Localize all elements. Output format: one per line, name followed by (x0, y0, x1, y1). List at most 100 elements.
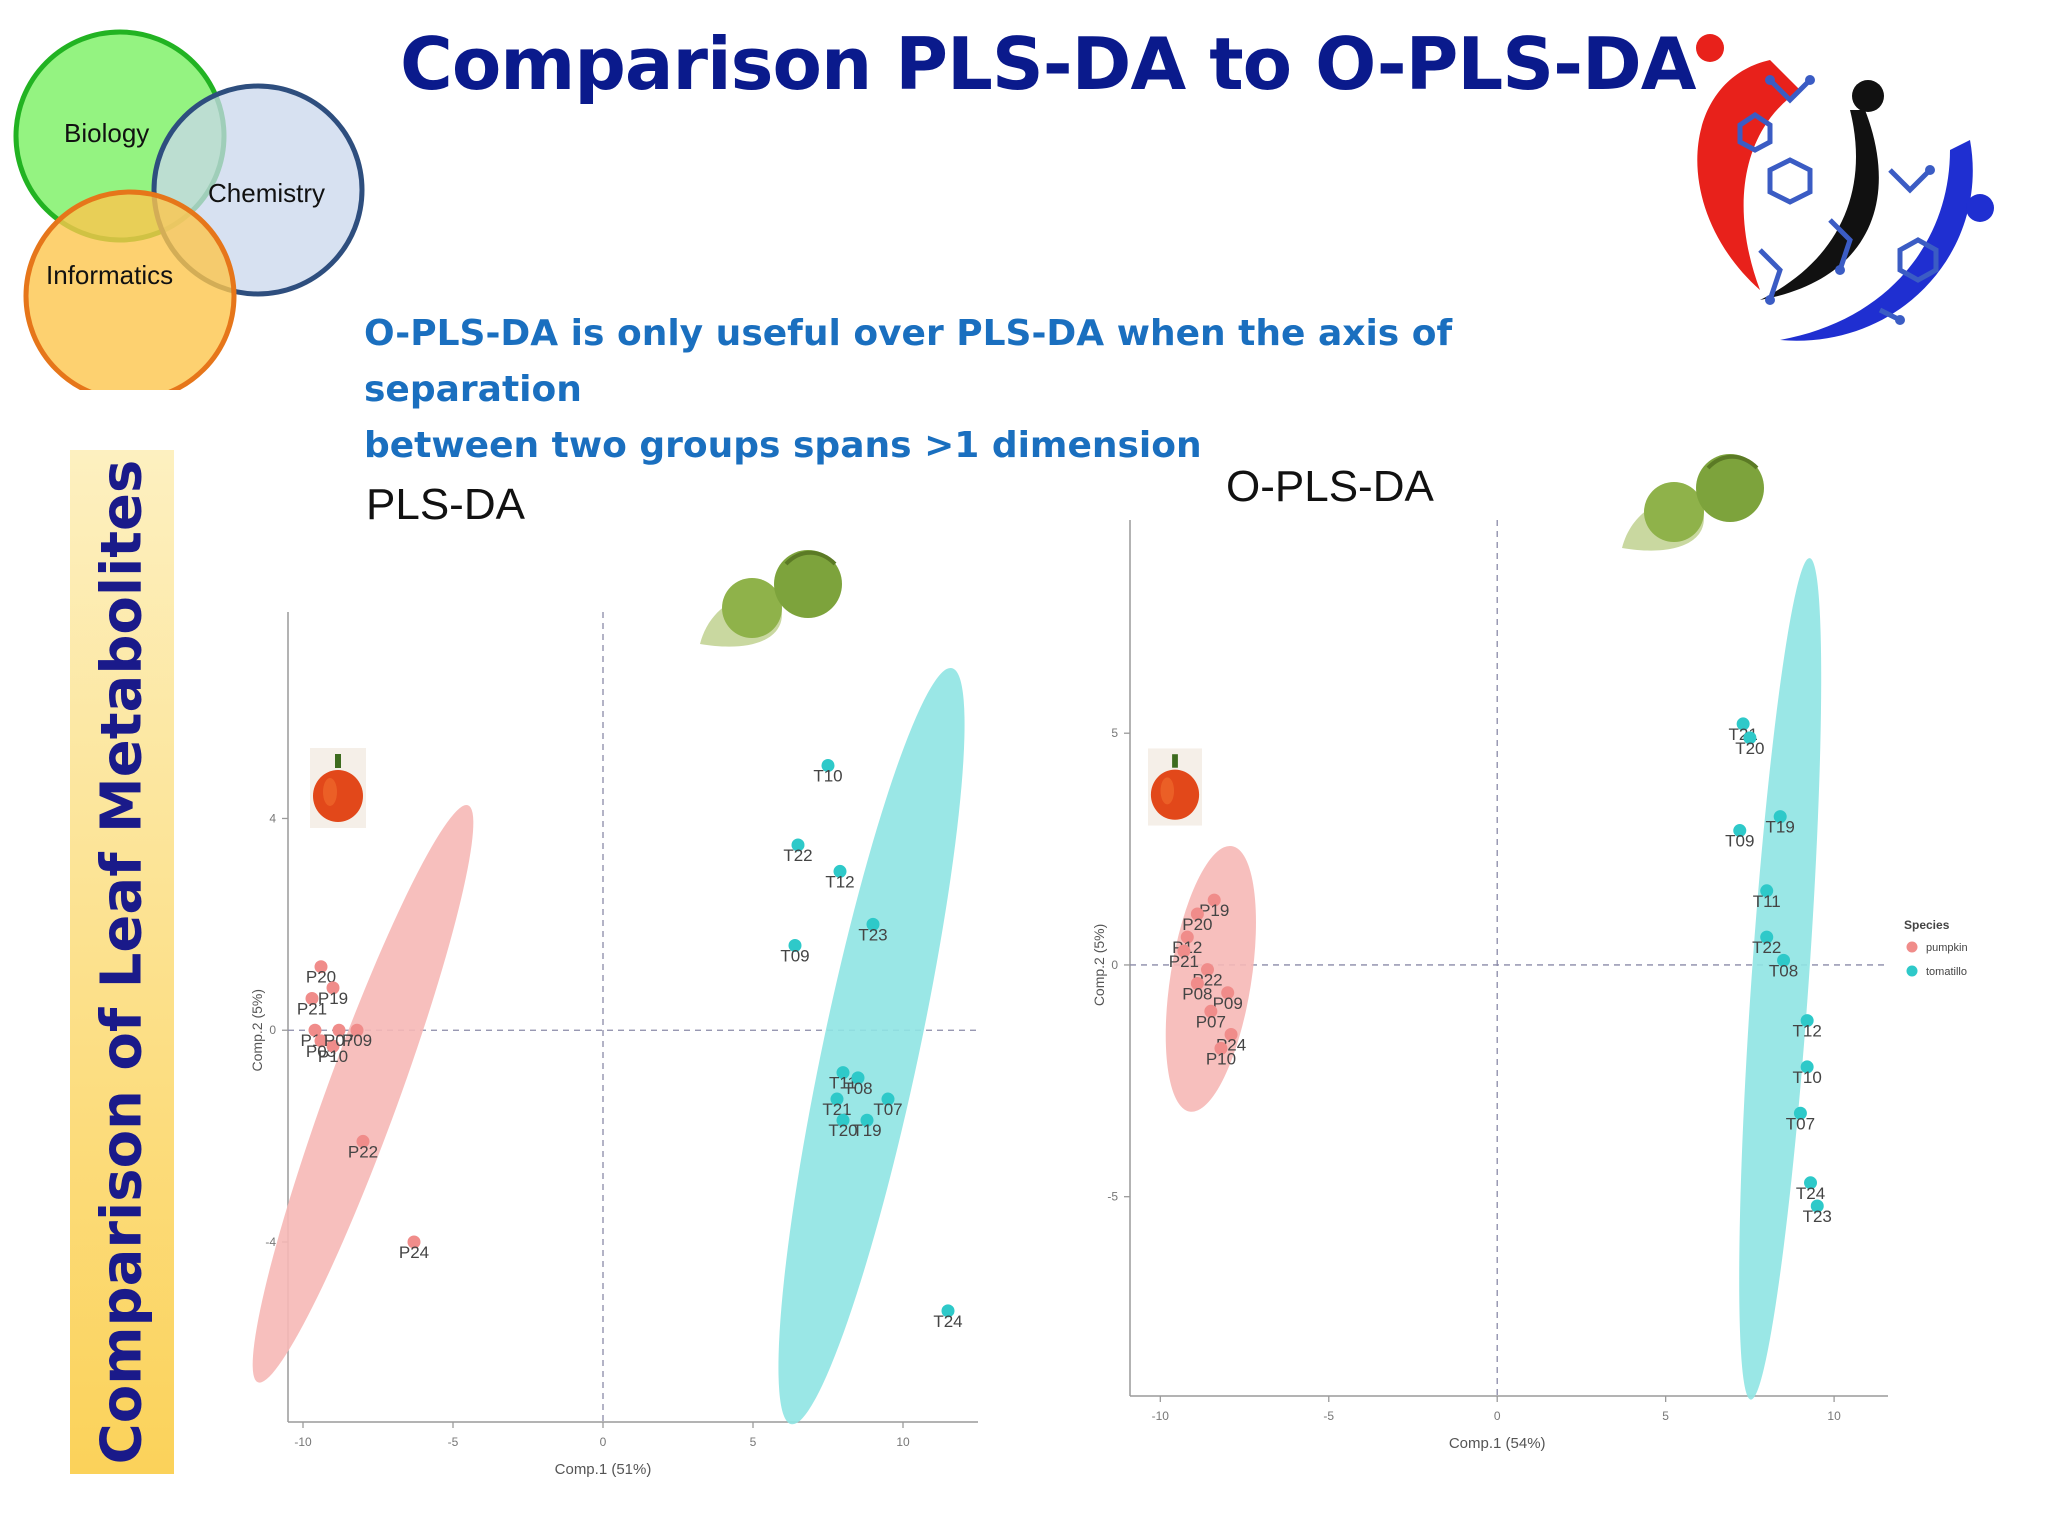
y-tick-label: 4 (269, 811, 276, 825)
y-tick-label: -4 (265, 1235, 276, 1249)
venn-label-informatics: Informatics (46, 260, 173, 290)
tomatillo-point (833, 864, 847, 878)
pumpkin-ellipse (1165, 845, 1256, 1112)
tomatillo-point-label: T07 (873, 1100, 902, 1119)
pumpkin-point (1200, 963, 1214, 977)
pumpkin-point-label: P10 (318, 1047, 348, 1066)
tomatillo-point (836, 1113, 850, 1127)
pumpkin-point (332, 1023, 346, 1037)
pumpkin-point-label: P07 (1196, 1012, 1226, 1031)
pumpkin-point (1207, 893, 1221, 907)
x-tick-label: -5 (1323, 1409, 1334, 1423)
venn-diagram: Biology Chemistry Informatics (13, 29, 365, 390)
tomatillo-point (941, 1304, 955, 1318)
tomatillo-point (830, 1092, 844, 1106)
x-tick-label: 10 (896, 1435, 910, 1449)
tomatillo-point-label: T24 (933, 1312, 962, 1331)
x-tick-label: 0 (600, 1435, 607, 1449)
pumpkin-point-label: P19 (318, 989, 348, 1008)
pumpkin-point (326, 981, 340, 995)
x-axis-label: Comp.1 (51%) (555, 1461, 652, 1478)
y-tick-label: -5 (1107, 1190, 1118, 1204)
pumpkin-point (407, 1235, 421, 1249)
pumpkin-point (314, 1034, 328, 1048)
x-tick-label: 5 (750, 1435, 757, 1449)
pumpkin-image-icon (310, 748, 366, 828)
sidebar-banner (70, 450, 174, 1474)
tomatillo-point (1773, 810, 1787, 824)
tomatillo-point (1743, 731, 1757, 745)
venn-label-chemistry: Chemistry (208, 178, 325, 208)
pumpkin-point-label: P22 (348, 1142, 378, 1161)
x-tick-label: -10 (294, 1435, 312, 1449)
x-tick-label: 0 (1494, 1409, 1501, 1423)
tomatillo-point (1800, 1060, 1814, 1074)
tomatillo-point-label: T12 (1792, 1022, 1821, 1041)
x-tick-label: -5 (448, 1435, 459, 1449)
tomatillo-ellipse (778, 667, 965, 1425)
pumpkin-ellipse (252, 804, 474, 1383)
pumpkin-point-label: P20 (1182, 915, 1212, 934)
pumpkin-point-label: P21 (297, 999, 327, 1018)
tomatillo-point (1760, 930, 1774, 944)
legend-title: Species (1904, 918, 1950, 932)
pumpkin-point-label: P08 (1182, 984, 1212, 1003)
pumpkin-point-label: P09 (342, 1031, 372, 1050)
pumpkin-point (326, 1039, 340, 1053)
tomatillo-point (1733, 824, 1747, 838)
tomatillo-image-icon (1622, 454, 1764, 551)
pumpkin-point (1204, 1004, 1218, 1018)
x-axis-label: Comp.1 (54%) (1449, 1435, 1546, 1452)
tomatillo-point (791, 838, 805, 852)
legend-pumpkin-label: pumpkin (1926, 942, 1968, 954)
pumpkin-point (1190, 976, 1204, 990)
tomatillo-point-label: T22 (783, 846, 812, 865)
tomatillo-point-label: T11 (829, 1074, 857, 1093)
tomatillo-ellipse (1739, 558, 1822, 1400)
pumpkin-point (1221, 986, 1235, 1000)
tomatillo-point-label: T12 (825, 872, 854, 891)
tomatillo-point (788, 939, 802, 953)
pumpkin-point-label: P19 (1199, 901, 1229, 920)
tomatillo-point-label: T22 (1752, 938, 1781, 957)
x-tick-label: -10 (1152, 1409, 1170, 1423)
tomatillo-point (1793, 1106, 1807, 1120)
tomatillo-point (1810, 1199, 1824, 1213)
metabolomics-logo-icon (1696, 34, 1994, 341)
x-tick-label: 10 (1827, 1409, 1841, 1423)
pumpkin-point (1190, 907, 1204, 921)
pumpkin-point-label: P21 (1169, 952, 1199, 971)
opls-da-title: O-PLS-DA (1226, 462, 1434, 511)
tomatillo-point-label: T23 (858, 925, 887, 944)
tomatillo-point-label: T07 (1786, 1114, 1815, 1133)
tomatillo-point (866, 917, 880, 931)
pumpkin-point (356, 1134, 370, 1148)
pumpkin-point-label: P10 (1206, 1049, 1236, 1068)
subtitle-line-2: between two groups spans >1 dimension (364, 425, 1202, 466)
tomatillo-point-label: T20 (1735, 739, 1764, 758)
legend-tomatillo-label: tomatillo (1926, 966, 1967, 978)
tomatillo-point (1777, 953, 1791, 967)
y-tick-label: 0 (1111, 958, 1118, 972)
pumpkin-point (305, 991, 319, 1005)
tomatillo-point (1800, 1014, 1814, 1028)
pumpkin-point (1180, 930, 1194, 944)
y-tick-label: 5 (1111, 726, 1118, 740)
tomatillo-point-label: T08 (843, 1079, 872, 1098)
tomatillo-point-label: T10 (1792, 1068, 1821, 1087)
tomatillo-point-label: T10 (813, 767, 842, 786)
pumpkin-point (308, 1023, 322, 1037)
venn-label-biology: Biology (64, 118, 149, 148)
y-axis-label: Comp.2 (5%) (249, 989, 265, 1071)
pumpkin-point (1214, 1041, 1228, 1055)
tomatillo-point-label: T20 (828, 1121, 857, 1140)
legend-tomatillo-swatch (1906, 965, 1918, 977)
tomatillo-point-label: T09 (1725, 832, 1754, 851)
slide-subtitle: O-PLS-DA is only useful over PLS-DA when… (364, 306, 1664, 474)
tomatillo-point-label: T11 (1753, 892, 1781, 911)
tomatillo-point-label: T19 (1766, 818, 1795, 837)
tomatillo-point-label: T08 (1769, 961, 1798, 980)
pls-da-title: PLS-DA (366, 480, 525, 529)
tomatillo-point (860, 1113, 874, 1127)
x-tick-label: 5 (1662, 1409, 1669, 1423)
